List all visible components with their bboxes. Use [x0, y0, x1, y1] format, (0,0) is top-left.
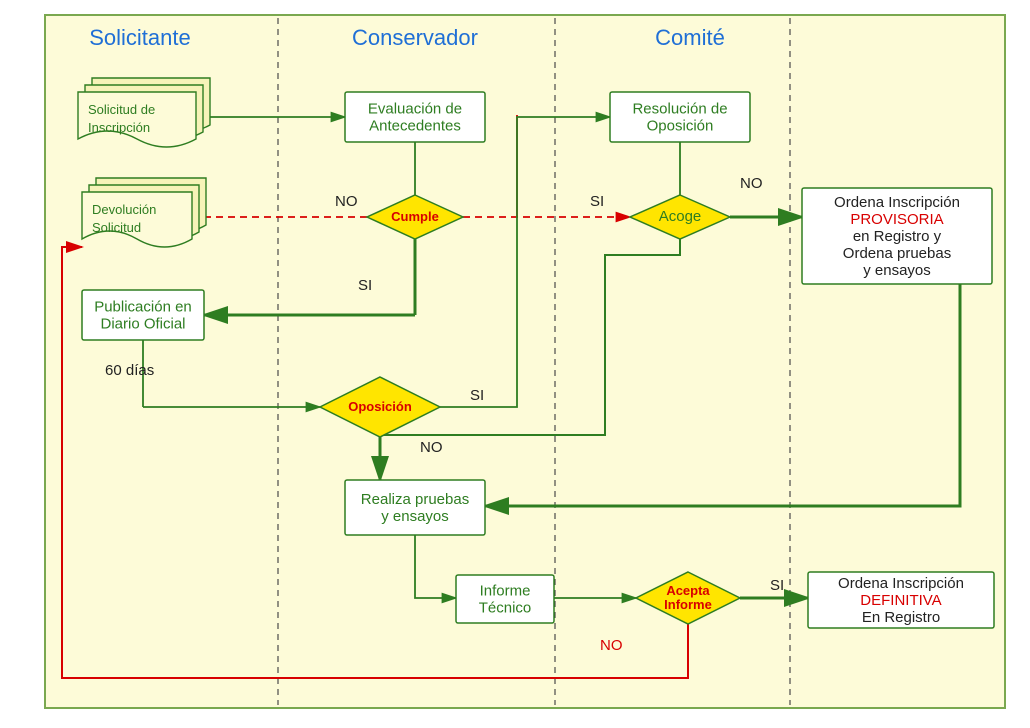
edge-label-opos_si: SI — [470, 387, 484, 404]
svg-text:y ensayos: y ensayos — [381, 508, 449, 525]
node-eval: Evaluación deAntecedentes — [345, 92, 485, 142]
svg-text:Acoge: Acoge — [659, 208, 702, 225]
label-60-dias: 60 días — [105, 362, 154, 379]
svg-text:en Registro y: en Registro y — [853, 228, 942, 245]
node-pruebas: Realiza pruebasy ensayos — [345, 480, 485, 535]
svg-text:Técnico: Técnico — [479, 600, 532, 617]
svg-text:Publicación en: Publicación en — [94, 299, 192, 316]
node-ordena_def: Ordena InscripciónDEFINITIVAEn Registro — [808, 572, 994, 628]
svg-text:Evaluación de: Evaluación de — [368, 101, 462, 118]
edge-label-cumple_si: SI — [358, 277, 372, 294]
svg-text:Informe: Informe — [664, 597, 712, 612]
svg-text:En Registro: En Registro — [862, 609, 940, 626]
svg-text:Ordena pruebas: Ordena pruebas — [843, 245, 951, 262]
svg-text:Oposición: Oposición — [647, 118, 714, 135]
svg-text:Ordena Inscripción: Ordena Inscripción — [834, 194, 960, 211]
lane-title-comite: Comité — [655, 25, 725, 50]
node-publicacion: Publicación enDiario Oficial — [82, 290, 204, 340]
svg-text:Solicitud: Solicitud — [92, 220, 141, 235]
svg-text:y ensayos: y ensayos — [863, 262, 931, 279]
svg-text:Realiza pruebas: Realiza pruebas — [361, 491, 469, 508]
svg-text:Resolución de: Resolución de — [632, 101, 727, 118]
edge-label-opos_no: NO — [420, 439, 443, 456]
svg-text:Diario Oficial: Diario Oficial — [100, 316, 185, 333]
svg-text:PROVISORIA: PROVISORIA — [850, 211, 943, 228]
svg-text:Informe: Informe — [480, 583, 531, 600]
svg-text:DEFINITIVA: DEFINITIVA — [860, 592, 941, 609]
svg-text:Solicitud de: Solicitud de — [88, 102, 155, 117]
node-ordena_prov: Ordena InscripciónPROVISORIAen Registro … — [802, 188, 992, 284]
lane-title-conservador: Conservador — [352, 25, 478, 50]
svg-text:Devolución: Devolución — [92, 202, 156, 217]
svg-text:Ordena Inscripción: Ordena Inscripción — [838, 575, 964, 592]
svg-text:Inscripción: Inscripción — [88, 120, 150, 135]
svg-text:Oposición: Oposición — [348, 399, 412, 414]
node-resol: Resolución deOposición — [610, 92, 750, 142]
edge-label-acoge_si: SI — [590, 193, 604, 210]
node-informe: InformeTécnico — [456, 575, 554, 623]
edge-label-acepta_no: NO — [600, 637, 623, 654]
svg-text:Cumple: Cumple — [391, 209, 439, 224]
edge-label-acepta_si: SI — [770, 577, 784, 594]
svg-text:Acepta: Acepta — [666, 583, 710, 598]
lane-title-solicitante: Solicitante — [89, 25, 191, 50]
svg-text:Antecedentes: Antecedentes — [369, 118, 461, 135]
edge-label-acoge_no: NO — [740, 175, 763, 192]
edge-label-cumple_no: NO — [335, 193, 358, 210]
